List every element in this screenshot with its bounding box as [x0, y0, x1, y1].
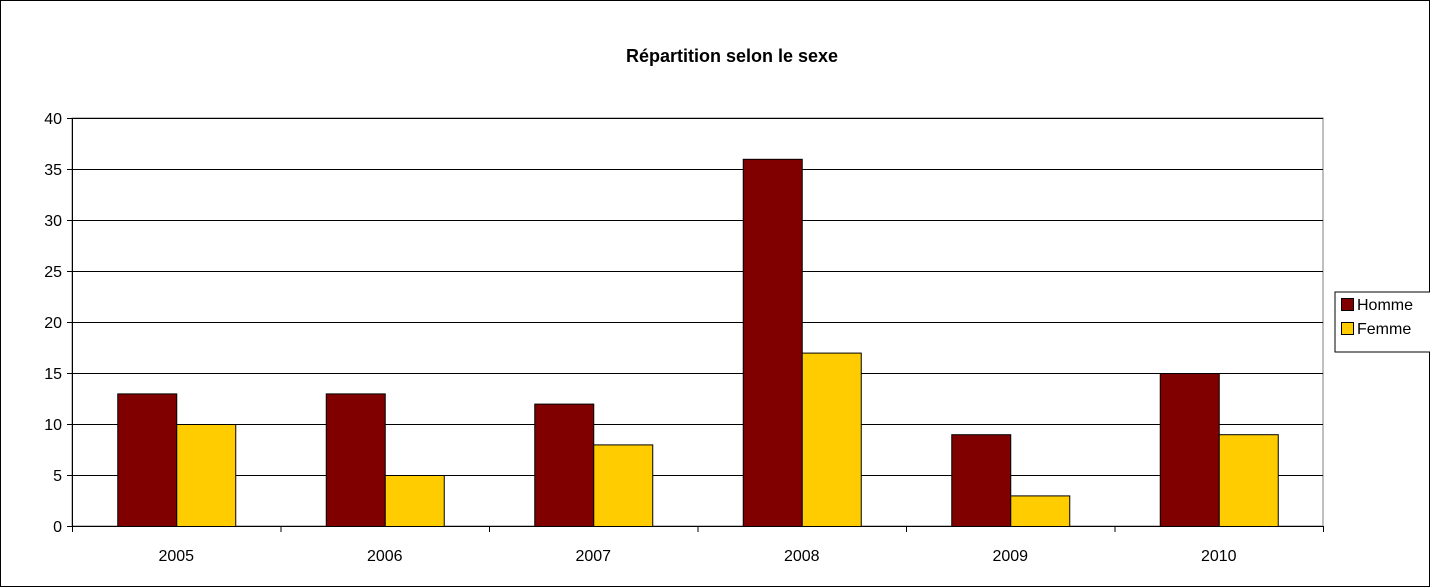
- axes: 0 5 10 15 20 25 30 35 40 2005 2006 2007 2008 2009 2010: [44, 111, 1324, 565]
- bar-femme-2009: [1010, 495, 1071, 527]
- y-tick-label: 10: [44, 417, 62, 434]
- legend-swatch-femme: [1341, 322, 1354, 335]
- y-tick-label: 15: [44, 366, 62, 383]
- legend: Homme Femme: [1334, 291, 1430, 353]
- bar-femme-2007: [593, 444, 654, 527]
- bar-femme-2006: [384, 475, 445, 527]
- y-tick-label: 20: [44, 315, 62, 332]
- y-tick-label: 25: [44, 264, 62, 281]
- x-tick-label: 2006: [367, 548, 403, 565]
- bars: [117, 158, 1279, 528]
- x-tick-label: 2008: [784, 548, 820, 565]
- chart-title: Répartition selon le sexe: [626, 46, 838, 66]
- y-tick-label: 5: [53, 468, 62, 485]
- y-tick-label: 40: [44, 111, 62, 128]
- y-tick-label: 0: [53, 519, 62, 536]
- y-tick-label: 35: [44, 162, 62, 179]
- bar-femme-2005: [176, 424, 237, 527]
- x-tick-label: 2007: [575, 548, 611, 565]
- bar-homme-2006: [325, 393, 386, 527]
- bar-femme-2010: [1218, 434, 1279, 528]
- legend-label-homme: Homme: [1357, 297, 1413, 314]
- gridlines: [72, 118, 1323, 476]
- legend-swatch-homme: [1341, 298, 1354, 311]
- x-tick-label: 2010: [1201, 548, 1237, 565]
- bar-homme-2008: [742, 158, 803, 528]
- bar-homme-2009: [951, 434, 1012, 528]
- bar-femme-2008: [801, 352, 862, 527]
- bar-homme-2010: [1159, 373, 1220, 527]
- bar-homme-2007: [534, 403, 595, 528]
- legend-label-femme: Femme: [1357, 321, 1411, 338]
- x-tick-label: 2005: [158, 548, 194, 565]
- x-tick-label: 2009: [992, 548, 1028, 565]
- y-tick-label: 30: [44, 213, 62, 230]
- bar-homme-2005: [117, 393, 178, 527]
